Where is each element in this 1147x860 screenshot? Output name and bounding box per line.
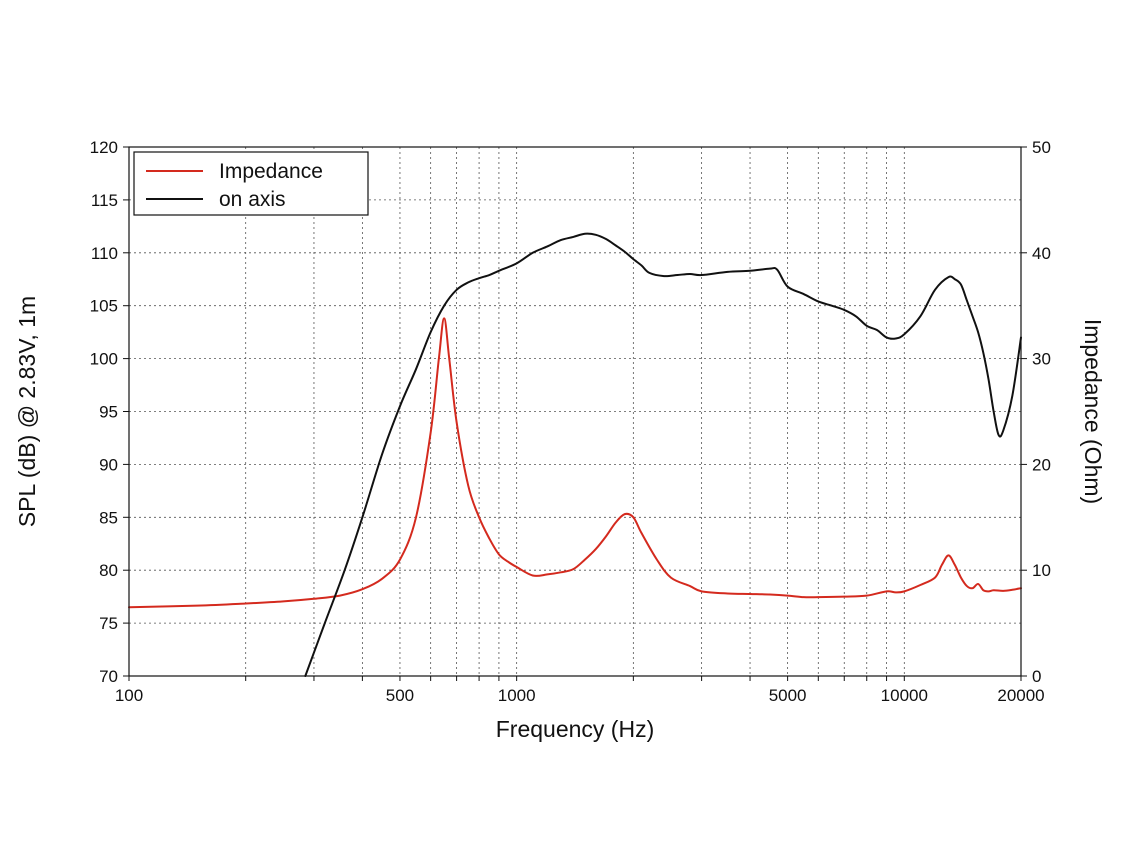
y-right-tick-label: 50 bbox=[1032, 138, 1051, 157]
series-layer bbox=[128, 232, 1022, 677]
y-left-tick-label: 75 bbox=[99, 614, 118, 633]
legend: Impedance on axis bbox=[133, 151, 369, 216]
x-tick-label: 5000 bbox=[769, 686, 807, 705]
x-axis-title: Frequency (Hz) bbox=[496, 716, 654, 742]
x-tick-label: 500 bbox=[386, 686, 414, 705]
x-tick-label: 10000 bbox=[881, 686, 928, 705]
legend-label-on-axis: on axis bbox=[219, 188, 286, 211]
y-right-tick-label: 20 bbox=[1032, 455, 1051, 474]
y-axis-left-title: SPL (dB) @ 2.83V, 1m bbox=[14, 296, 40, 527]
y-left-tick-label: 105 bbox=[90, 297, 118, 316]
y-left-tick-label: 80 bbox=[99, 561, 118, 580]
y-left-tick-label: 110 bbox=[91, 244, 118, 263]
y-left-tick-label: 85 bbox=[99, 508, 118, 527]
x-tick-label: 1000 bbox=[498, 686, 536, 705]
y-left-tick-label: 115 bbox=[91, 191, 118, 210]
ticks: 100 500 1000 5000 10000 200007075808590951001… bbox=[90, 138, 1051, 705]
series-line-impedance bbox=[128, 317, 1022, 609]
y-left-tick-label: 120 bbox=[90, 138, 118, 157]
y-left-tick-label: 90 bbox=[99, 455, 118, 474]
y-axis-right-title: Impedance (Ohm) bbox=[1080, 319, 1106, 504]
y-left-tick-label: 100 bbox=[90, 350, 118, 369]
y-right-tick-label: 30 bbox=[1032, 350, 1051, 369]
y-right-tick-label: 40 bbox=[1032, 244, 1051, 263]
y-left-tick-label: 70 bbox=[99, 667, 118, 686]
grid bbox=[129, 147, 1021, 676]
series-line-on-axis bbox=[304, 232, 1022, 677]
y-left-tick-label: 95 bbox=[99, 403, 118, 422]
y-right-tick-label: 0 bbox=[1032, 667, 1041, 686]
x-tick-label: 100 bbox=[115, 686, 143, 705]
legend-box bbox=[133, 151, 369, 216]
y-right-tick-label: 10 bbox=[1032, 561, 1051, 580]
legend-label-impedance: Impedance bbox=[219, 160, 323, 183]
x-tick-label: 20000 bbox=[997, 686, 1044, 705]
